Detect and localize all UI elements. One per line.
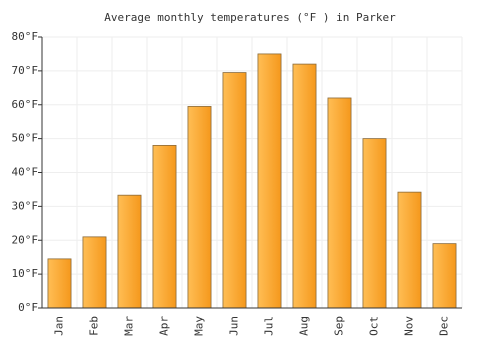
x-tick-label: Dec (438, 316, 451, 336)
x-tick-label: Aug (298, 316, 311, 336)
y-tick-label: 60°F (12, 98, 39, 111)
y-tick-label: 70°F (12, 64, 39, 77)
bar (397, 191, 422, 309)
bar (257, 53, 282, 309)
x-tick-label: Nov (403, 316, 416, 336)
bar (82, 236, 107, 309)
y-tick-label: 0°F (18, 301, 38, 314)
bar (327, 97, 352, 309)
x-tick-label: Feb (88, 316, 101, 336)
bar (362, 138, 387, 309)
y-tick-label: 20°F (12, 233, 39, 246)
y-tick-label: 40°F (12, 166, 39, 179)
x-tick-label: Jul (263, 316, 276, 336)
y-tick-label: 80°F (12, 30, 39, 43)
bar (432, 243, 457, 309)
y-tick-label: 50°F (12, 132, 39, 145)
x-tick-label: Oct (368, 316, 381, 336)
x-tick-label: Apr (158, 316, 171, 336)
x-tick-label: Mar (123, 316, 136, 336)
x-tick-label: Sep (333, 316, 346, 336)
y-tick-label: 30°F (12, 199, 39, 212)
x-tick-label: May (193, 316, 206, 336)
bar (47, 258, 72, 309)
chart-title: Average monthly temperatures (°F ) in Pa… (104, 11, 396, 24)
x-tick-label: Jun (228, 316, 241, 336)
y-tick-label: 10°F (12, 267, 39, 280)
bar (152, 144, 177, 309)
bar (292, 63, 317, 309)
bar (222, 72, 247, 309)
bar (117, 194, 142, 309)
bar (187, 106, 212, 309)
x-tick-label: Jan (53, 316, 66, 336)
